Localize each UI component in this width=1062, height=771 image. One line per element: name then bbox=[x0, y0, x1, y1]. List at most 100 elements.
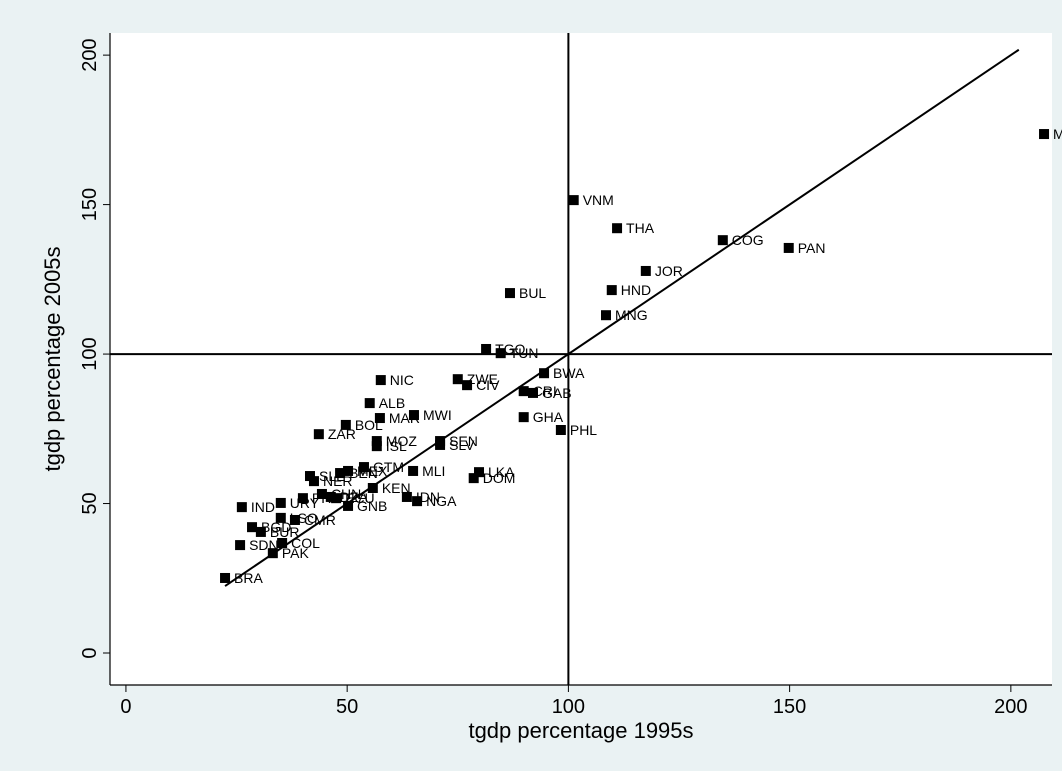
point bbox=[267, 548, 278, 559]
point bbox=[367, 482, 378, 493]
y-tick-label: 200 bbox=[79, 38, 101, 71]
point bbox=[220, 572, 231, 583]
point bbox=[374, 413, 385, 424]
point-label: MLI bbox=[422, 463, 445, 479]
point-label: NER bbox=[323, 473, 353, 489]
point-label: BUR bbox=[270, 524, 300, 540]
point-label: ISL bbox=[386, 438, 407, 454]
point bbox=[364, 398, 375, 409]
point bbox=[236, 502, 247, 513]
point-label: THA bbox=[626, 220, 655, 236]
point-label: ZAR bbox=[328, 426, 356, 442]
point-label: LKA bbox=[488, 464, 515, 480]
plot-region bbox=[110, 33, 1052, 685]
point-label: BWA bbox=[553, 365, 585, 381]
point-label: JOR bbox=[655, 263, 683, 279]
point-label: MNG bbox=[615, 307, 648, 323]
point bbox=[518, 386, 529, 397]
point-label: VNM bbox=[583, 192, 614, 208]
point bbox=[297, 493, 308, 504]
x-axis-title: tgdp percentage 1995s bbox=[468, 718, 693, 743]
point bbox=[247, 522, 258, 533]
point-label: COL bbox=[291, 535, 320, 551]
point-label: URY bbox=[290, 495, 320, 511]
point bbox=[325, 491, 336, 502]
point-label: TUN bbox=[510, 345, 539, 361]
point-label: BRA bbox=[234, 570, 263, 586]
point bbox=[401, 491, 412, 502]
point-label: SLV bbox=[449, 437, 475, 453]
point bbox=[289, 514, 300, 525]
point-label: IND bbox=[251, 499, 275, 515]
point bbox=[539, 368, 550, 379]
x-tick-label: 150 bbox=[773, 696, 806, 718]
point bbox=[612, 223, 623, 234]
point-label: GNB bbox=[357, 498, 387, 514]
point bbox=[568, 195, 579, 206]
point bbox=[343, 500, 354, 511]
point-label: COG bbox=[732, 232, 764, 248]
point-label: ZWE bbox=[467, 371, 498, 387]
y-axis-title: tgdp percentage 2005s bbox=[40, 246, 65, 471]
point bbox=[518, 412, 529, 423]
point bbox=[555, 424, 566, 435]
point bbox=[375, 375, 386, 386]
y-tick-label: 150 bbox=[79, 188, 101, 221]
point-label: MYS bbox=[1053, 126, 1062, 142]
x-tick-label: 200 bbox=[994, 696, 1027, 718]
point bbox=[468, 473, 479, 484]
point-label: GAB bbox=[542, 385, 572, 401]
point-label: PAN bbox=[798, 240, 826, 256]
point bbox=[600, 310, 611, 321]
point bbox=[304, 471, 315, 482]
point bbox=[474, 467, 485, 478]
point bbox=[275, 497, 286, 508]
point bbox=[408, 465, 419, 476]
point-label: MOZ bbox=[386, 433, 418, 449]
point-label: MEX bbox=[357, 463, 388, 479]
point-label: HND bbox=[621, 282, 651, 298]
point-label: BEN bbox=[349, 465, 378, 481]
point bbox=[308, 476, 319, 487]
point bbox=[504, 288, 515, 299]
point-label: DOM bbox=[483, 470, 516, 486]
point bbox=[481, 343, 492, 354]
point bbox=[412, 496, 423, 507]
point bbox=[275, 512, 286, 523]
point bbox=[435, 439, 446, 450]
point bbox=[371, 441, 382, 452]
point bbox=[335, 468, 346, 479]
point bbox=[462, 380, 473, 391]
point bbox=[606, 285, 617, 296]
point-label: BGD bbox=[261, 519, 291, 535]
point bbox=[640, 265, 651, 276]
point bbox=[277, 538, 288, 549]
point bbox=[408, 410, 419, 421]
point-label: GTM bbox=[373, 459, 404, 475]
fit-line bbox=[224, 48, 1020, 587]
point bbox=[255, 526, 266, 537]
point-label: PAK bbox=[282, 545, 310, 561]
point bbox=[527, 387, 538, 398]
x-tick-label: 0 bbox=[120, 696, 131, 718]
point-label: PHL bbox=[570, 422, 597, 438]
point-label: CMR bbox=[304, 512, 336, 528]
point-label: SEN bbox=[449, 433, 478, 449]
y-tick-label: 0 bbox=[79, 647, 101, 658]
point bbox=[331, 493, 342, 504]
point-label: ALB bbox=[379, 395, 405, 411]
point bbox=[358, 462, 369, 473]
point bbox=[783, 242, 794, 253]
point-label: BUL bbox=[519, 285, 546, 301]
x-tick-label: 50 bbox=[336, 696, 358, 718]
point-label: CRI bbox=[533, 383, 557, 399]
point bbox=[452, 374, 463, 385]
point bbox=[717, 235, 728, 246]
y-tick-label: 100 bbox=[79, 337, 101, 370]
point bbox=[1039, 129, 1050, 140]
point bbox=[495, 348, 506, 359]
point bbox=[340, 419, 351, 430]
point bbox=[371, 436, 382, 447]
point bbox=[235, 540, 246, 551]
